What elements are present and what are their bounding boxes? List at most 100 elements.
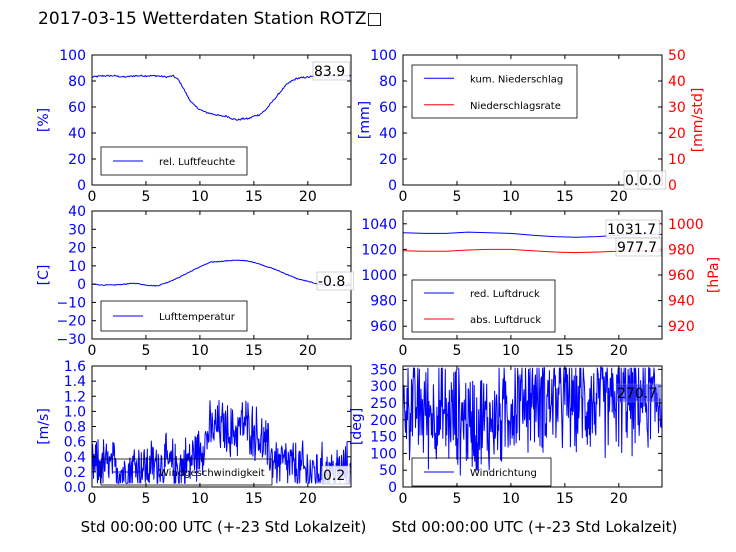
legend-box bbox=[100, 146, 248, 176]
series-group bbox=[92, 400, 351, 485]
y-right-tick-label: 50 bbox=[668, 48, 686, 64]
annotation-box bbox=[615, 383, 662, 403]
x-tick-label: 0 bbox=[88, 343, 97, 359]
y-right-tick-label: 30 bbox=[668, 100, 686, 116]
y-right-axis-label: [mm/std] bbox=[690, 88, 706, 153]
plot-frame bbox=[91, 54, 352, 186]
y-tick-label: 0.2 bbox=[64, 465, 86, 481]
panel-pressure: 0 5 10 15 20 960 980 1000 1020 1040 920 940 960 980 10… bbox=[361, 210, 722, 359]
y-tick-label: 0.4 bbox=[64, 450, 86, 466]
y-tick-label: 40 bbox=[68, 126, 86, 142]
x-tick-label: 0 bbox=[399, 343, 408, 359]
y-tick-label: 100 bbox=[370, 446, 397, 462]
legend: Lufttemperatur bbox=[100, 300, 248, 332]
x-tick-label: 10 bbox=[502, 189, 520, 205]
annotation-text: 1031.7 bbox=[607, 222, 656, 238]
x-tick-label: 5 bbox=[141, 189, 150, 205]
y-tick-label: 40 bbox=[68, 204, 86, 220]
series-line-0 bbox=[403, 366, 662, 476]
legend-box bbox=[411, 279, 556, 333]
y-right-tick-label: 920 bbox=[668, 319, 695, 335]
annotation-text: 0.2 bbox=[323, 468, 345, 484]
annotation-text: 83.9 bbox=[314, 64, 345, 80]
y-tick-label: 0.8 bbox=[64, 420, 86, 436]
series-line-0 bbox=[92, 400, 351, 485]
value-annotation: 83.9 bbox=[312, 61, 350, 81]
legend-label: rel. Luftfeuchte bbox=[159, 157, 235, 168]
legend-box bbox=[100, 300, 248, 332]
y-right-tick-label: 1000 bbox=[668, 217, 704, 233]
x-tick-label: 20 bbox=[299, 343, 317, 359]
y-tick-label: 1040 bbox=[361, 217, 397, 233]
annotation-text: 0.0 bbox=[639, 173, 661, 189]
legend-box bbox=[411, 457, 552, 487]
x-tick-label: 15 bbox=[556, 491, 574, 507]
y-right-tick-label: 0 bbox=[668, 178, 677, 194]
y-axis-label: [m/s] bbox=[36, 408, 52, 445]
x-tick-label: 0 bbox=[399, 491, 408, 507]
y-tick-label: 980 bbox=[370, 294, 397, 310]
legend-label: Windgeschwindigkeit bbox=[159, 468, 265, 479]
y-tick-label: 20 bbox=[68, 241, 86, 257]
x-tick-label: 5 bbox=[452, 189, 461, 205]
annotation-box bbox=[312, 61, 350, 81]
y-tick-label: 350 bbox=[370, 362, 397, 378]
value-annotation: -0.8 bbox=[316, 271, 354, 291]
x-tick-label: 10 bbox=[191, 343, 209, 359]
y-tick-label: 250 bbox=[370, 396, 397, 412]
series-group bbox=[92, 74, 351, 121]
y-tick-label: −20 bbox=[56, 314, 86, 330]
panel-humidity: 0 5 10 15 20 0 20 40 60 80 100 [%] rel. Luftfeuchte 8… bbox=[36, 48, 352, 205]
x-tick-label: 0 bbox=[88, 491, 97, 507]
annotation-box bbox=[637, 170, 667, 190]
y-tick-label: 200 bbox=[370, 413, 397, 429]
y-tick-label: 1.4 bbox=[64, 374, 86, 390]
y-tick-label: 100 bbox=[370, 48, 397, 64]
plot-frame bbox=[402, 365, 663, 488]
x-tick-label: 15 bbox=[556, 343, 574, 359]
y-tick-label: 1020 bbox=[361, 242, 397, 258]
y-tick-label: −10 bbox=[56, 295, 86, 311]
y-tick-label: 960 bbox=[370, 319, 397, 335]
x-tick-label: 10 bbox=[502, 491, 520, 507]
x-tick-label: 20 bbox=[610, 189, 628, 205]
x-tick-label: 20 bbox=[610, 491, 628, 507]
y-tick-label: 60 bbox=[379, 100, 397, 116]
annotation-text: 977.7 bbox=[617, 240, 657, 256]
panel-precipitation: 0 5 10 15 20 0 20 40 60 80 100 0 10 20 30 40 50 [mm] [mm/s… bbox=[357, 48, 706, 205]
x-tick-label: 5 bbox=[452, 491, 461, 507]
annotation-text: 270.7 bbox=[617, 386, 657, 402]
value-annotation: 977.7 bbox=[615, 237, 662, 257]
legend: Windgeschwindigkeit bbox=[100, 458, 273, 486]
x-tick-label: 5 bbox=[452, 343, 461, 359]
series-line-0 bbox=[92, 74, 351, 121]
x-axis-label: Std 00:00:00 UTC (+-23 Std Lokalzeit) bbox=[81, 518, 367, 536]
x-tick-label: 10 bbox=[191, 491, 209, 507]
value-annotation: 0.0 bbox=[637, 170, 667, 190]
panel-temperature: 0 5 10 15 20 −30 −20 −10 0 10 20 30 40 [C] Lufttempera… bbox=[36, 204, 354, 359]
x-tick-label: 15 bbox=[556, 189, 574, 205]
legend-label: Windrichtung bbox=[470, 468, 537, 479]
value-annotation: 0.2 bbox=[321, 465, 351, 485]
y-tick-label: 0 bbox=[77, 178, 86, 194]
y-axis-label: [C] bbox=[36, 265, 52, 286]
plot-frame bbox=[402, 54, 663, 186]
series-group bbox=[403, 366, 662, 476]
y-tick-label: 80 bbox=[379, 74, 397, 90]
y-tick-label: 0.6 bbox=[64, 435, 86, 451]
y-right-axis-label: [hPa] bbox=[706, 257, 722, 293]
y-tick-label: 100 bbox=[59, 48, 86, 64]
y-tick-label: 300 bbox=[370, 379, 397, 395]
legend-box bbox=[100, 458, 273, 486]
x-tick-label: 0 bbox=[399, 189, 408, 205]
y-right-tick-label: 940 bbox=[668, 294, 695, 310]
y-right-tick-label: 980 bbox=[668, 242, 695, 258]
y-right-tick-label: 20 bbox=[668, 126, 686, 142]
y-axis-label: [deg] bbox=[349, 408, 365, 445]
legend-label: red. Luftdruck bbox=[470, 289, 540, 300]
y-tick-label: 30 bbox=[68, 222, 86, 238]
legend: Windrichtung bbox=[411, 457, 552, 487]
x-tick-label: 10 bbox=[191, 189, 209, 205]
